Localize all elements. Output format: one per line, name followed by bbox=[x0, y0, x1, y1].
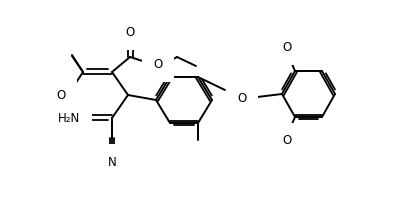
Text: N: N bbox=[108, 155, 116, 169]
Text: O: O bbox=[125, 26, 135, 39]
Text: O: O bbox=[56, 89, 66, 102]
Text: H₂N: H₂N bbox=[58, 111, 80, 124]
Text: O: O bbox=[237, 92, 246, 104]
Text: O: O bbox=[282, 135, 292, 148]
Text: O: O bbox=[153, 58, 163, 70]
Text: O: O bbox=[282, 41, 292, 53]
